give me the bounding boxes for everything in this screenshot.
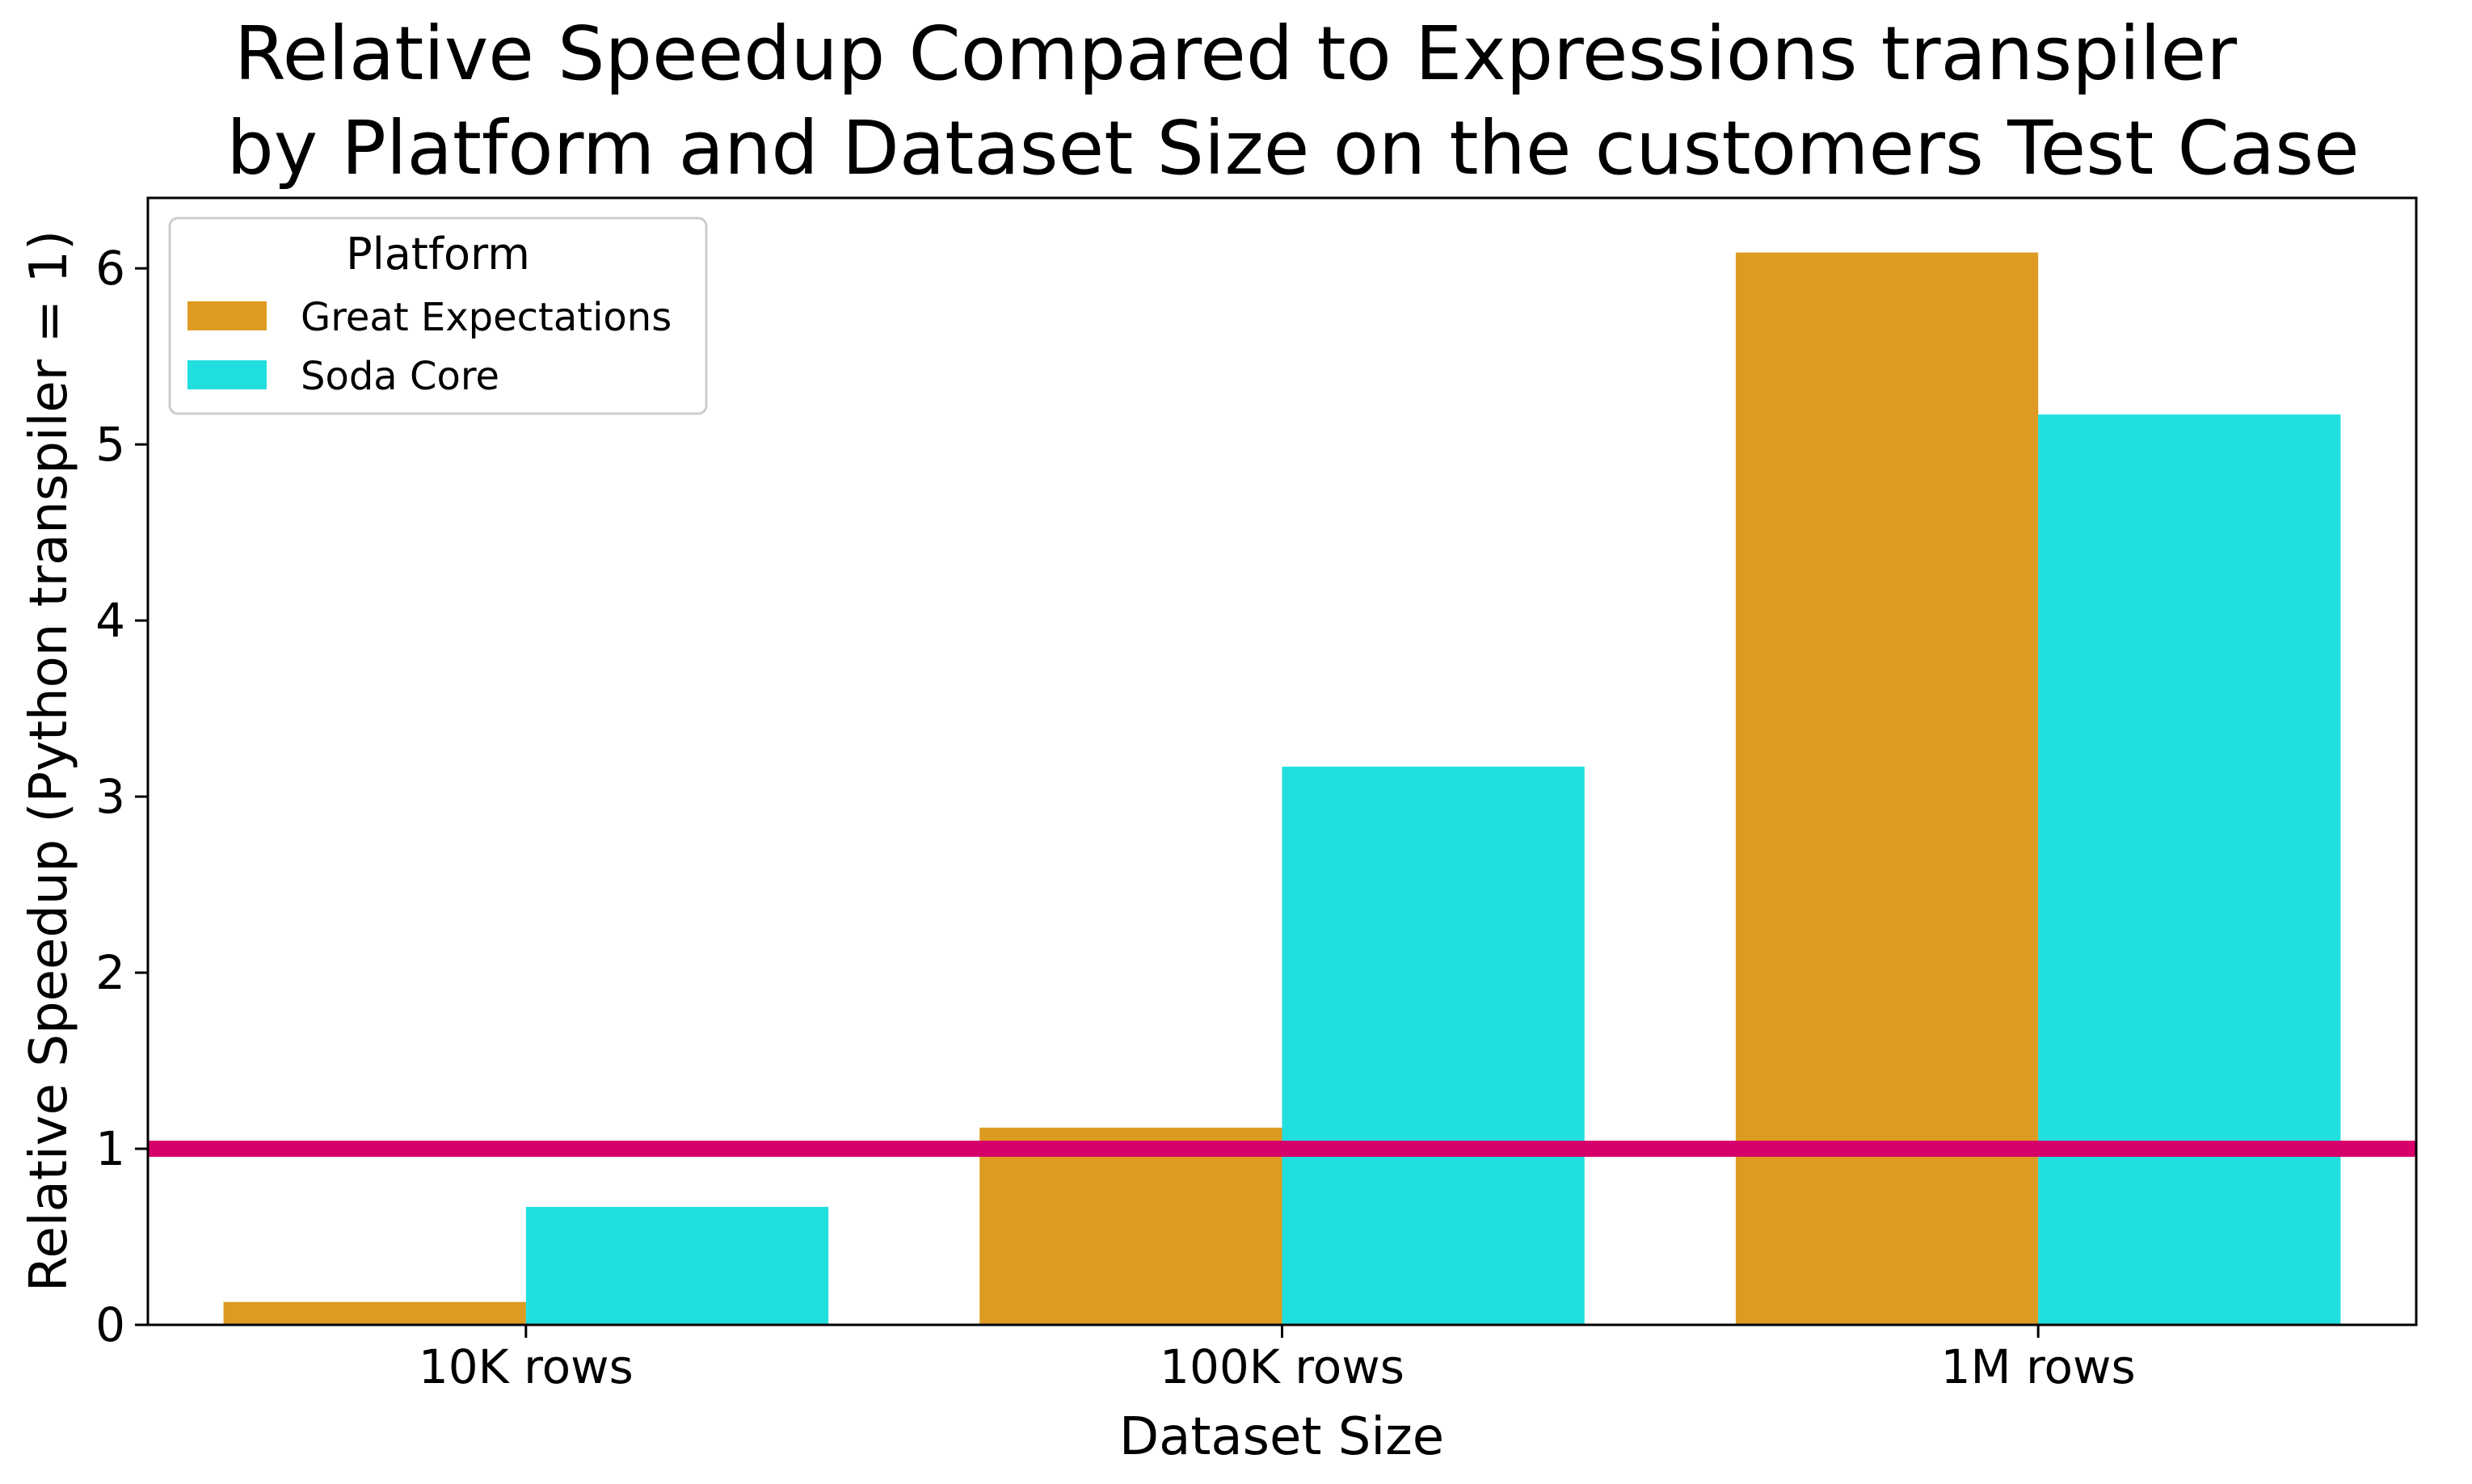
y-tick-label: 5	[95, 417, 125, 472]
y-tick-label: 0	[95, 1297, 125, 1352]
legend-title: Platform	[346, 229, 530, 280]
y-tick-label: 6	[95, 241, 125, 296]
bar-soda-core-10k-rows	[525, 1206, 829, 1325]
legend-label-great-expectations: Great Expectations	[301, 295, 672, 340]
bar-great-expectations-1m-rows	[1735, 252, 2039, 1325]
chart-title-line-1: Relative Speedup Compared to Expressions…	[234, 11, 2237, 97]
x-tick-label: 10K rows	[419, 1339, 634, 1394]
legend-box	[168, 217, 708, 415]
y-tick-label: 3	[95, 769, 125, 824]
x-tick-label: 1M rows	[1941, 1339, 2136, 1394]
y-axis-label: Relative Speedup (Python transpiler = 1)	[19, 230, 79, 1292]
bars-layer	[223, 252, 2341, 1325]
y-axis: 0 1 2 3 4 5 6	[95, 241, 148, 1352]
bar-soda-core-100k-rows	[1282, 767, 1585, 1325]
legend-label-soda-core: Soda Core	[301, 354, 499, 399]
y-tick-label: 1	[95, 1121, 125, 1176]
x-axis: 10K rows 100K rows 1M rows	[419, 1325, 2136, 1394]
y-tick-label: 2	[95, 945, 125, 1000]
x-tick-label: 100K rows	[1160, 1339, 1404, 1394]
legend-swatch-great-expectations	[187, 301, 267, 330]
x-axis-label: Dataset Size	[1119, 1407, 1444, 1467]
bar-great-expectations-100k-rows	[979, 1127, 1282, 1325]
chart-title-line-2: by Platform and Dataset Size on the cust…	[226, 105, 2359, 191]
legend: Platform Great Expectations Soda Core	[168, 217, 708, 415]
y-tick-label: 4	[95, 593, 125, 648]
legend-swatch-soda-core	[187, 360, 267, 389]
bar-great-expectations-10k-rows	[223, 1301, 526, 1325]
bar-soda-core-1m-rows	[2038, 414, 2341, 1325]
